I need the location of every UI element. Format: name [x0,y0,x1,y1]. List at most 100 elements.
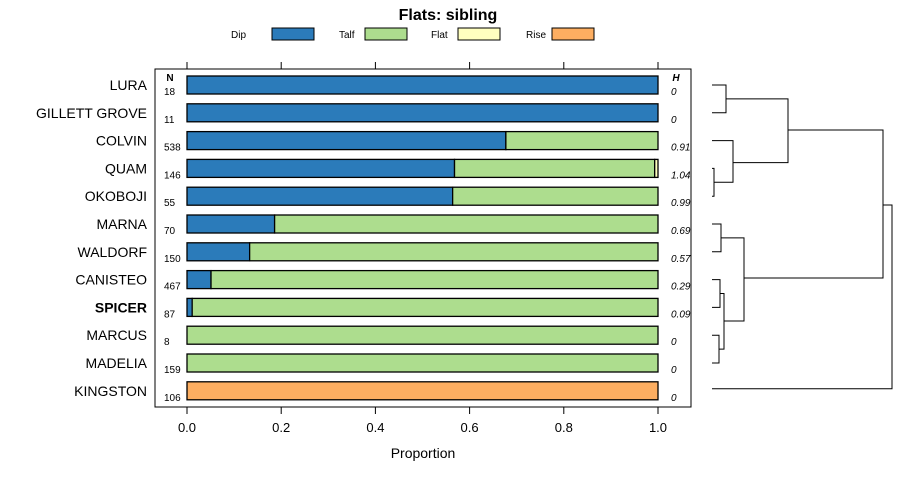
top-axis-ticks [186,62,659,69]
bar-gillett-grove-dip [186,103,659,123]
dendrogram-branch-4 [712,223,722,253]
category-label-marna: MARNA [96,216,147,232]
bar-row-okoboji [186,186,659,206]
category-label-kingston: KINGSTON [74,383,147,399]
bar-row-lura [186,75,659,95]
x-tick-label-2: 0.4 [366,420,384,435]
n-label-madelia: 159 [164,365,181,376]
chart-title: Flats: sibling [399,7,498,24]
bar-madelia-talf [186,353,659,373]
category-label-marcus: MARCUS [86,327,147,343]
bar-quam-dip [186,158,456,179]
legend-swatch-dip [271,27,315,41]
h-label-canisteo: 0.29 [671,282,691,293]
n-label-waldorf: 150 [164,254,181,265]
n-label-kingston: 106 [164,393,181,404]
h-label-madelia: 0 [671,365,677,376]
bar-waldorf-dip [186,242,251,262]
legend-label-dip: Dip [231,30,246,41]
bars [186,75,659,401]
n-label-lura: 18 [164,87,176,98]
bar-okoboji-talf [451,186,659,206]
h-label-marcus: 0 [671,337,677,348]
category-label-colvin: COLVIN [96,133,147,149]
bar-row-gillett-grove [186,103,659,123]
bar-row-canisteo [186,269,659,290]
bar-row-kingston [186,381,659,401]
n-label-spicer: 87 [164,309,176,320]
x-axis-title: Proportion [391,445,456,461]
bar-row-marna [186,214,659,234]
legend-label-talf: Talf [339,30,355,41]
bar-marcus-talf [186,325,659,345]
n-label-gillett-grove: 11 [164,115,175,126]
bar-okoboji-dip [186,186,454,206]
plot-frame [154,68,692,408]
bar-row-colvin [186,130,659,151]
bar-waldorf-talf [248,242,659,262]
dendrogram-branch-5 [712,279,721,308]
x-tick-label-0: 0.0 [178,420,196,435]
bar-spicer-dip [186,297,193,318]
h-label-spicer: 0.09 [671,309,691,320]
bar-row-madelia [186,353,659,373]
dendrogram-branch-3 [726,98,789,164]
h-label-quam: 1.04 [671,170,691,181]
bar-row-waldorf [186,242,659,262]
bar-row-quam [186,158,659,179]
legend-label-rise: Rise [526,30,546,41]
bar-spicer-talf [191,297,659,318]
h-label-okoboji: 0.99 [671,198,691,209]
category-label-canisteo: CANISTEO [75,272,147,288]
bar-canisteo-dip [186,269,212,290]
category-label-waldorf: WALDORF [78,244,147,260]
dendrogram-branch-6 [712,334,720,364]
bar-colvin-talf [505,130,659,151]
h-label-gillett-grove: 0 [671,115,677,126]
h-label-colvin: 0.91 [671,143,690,154]
legend-swatch-flat [457,27,501,41]
n-label-marna: 70 [164,226,176,237]
n-label-quam: 146 [164,170,181,181]
x-tick-label-4: 0.8 [555,420,573,435]
bar-marna-dip [186,214,276,234]
x-tick-label-5: 1.0 [649,420,667,435]
dendrogram-branch-9 [744,129,884,279]
bar-row-marcus [186,325,659,345]
dendrogram-branch-10 [712,204,893,390]
bar-quam-talf [453,158,656,179]
h-labels: 0 0 0.91 1.04 0.99 0.69 0.57 0.29 0.09 0 0 0 [671,87,691,404]
category-label-quam: QUAM [105,160,147,176]
category-label-gillett-grove: GILLETT GROVE [36,105,147,121]
category-label-okoboji: OKOBOJI [85,188,147,204]
x-tick-label-3: 0.6 [461,420,479,435]
legend-swatch-talf [364,27,408,41]
h-label-marna: 0.69 [671,226,691,237]
n-label-marcus: 8 [164,337,170,348]
category-label-lura: LURA [110,77,148,93]
legend: Dip Talf Flat Rise [231,27,595,41]
category-label-spicer: SPICER [95,299,147,315]
legend-swatch-rise [551,27,595,41]
n-label-okoboji: 55 [164,198,176,209]
h-label-waldorf: 0.57 [671,254,691,265]
n-label-colvin: 538 [164,143,181,154]
n-header: N [166,73,173,84]
bar-quam-flat [654,158,659,179]
bar-marna-talf [273,214,659,234]
dendrogram-branch-0 [712,84,727,114]
n-labels: 18 11 538 146 55 70 150 467 87 8 159 106 [164,87,181,404]
bar-row-spicer [186,297,659,318]
h-label-kingston: 0 [671,393,677,404]
category-label-madelia: MADELIA [86,355,148,371]
dendrogram-branch-1 [712,167,715,197]
x-tick-label-1: 0.2 [272,420,290,435]
category-labels: LURA GILLETT GROVE COLVIN QUAM OKOBOJI MARNA W… [36,77,148,399]
h-label-lura: 0 [671,87,677,98]
x-axis: 0.0 0.2 0.4 0.6 0.8 1.0 [178,407,667,435]
n-label-canisteo: 467 [164,282,181,293]
h-header: H [672,73,680,84]
dendrogram [712,84,893,390]
bar-kingston-rise [186,381,659,401]
